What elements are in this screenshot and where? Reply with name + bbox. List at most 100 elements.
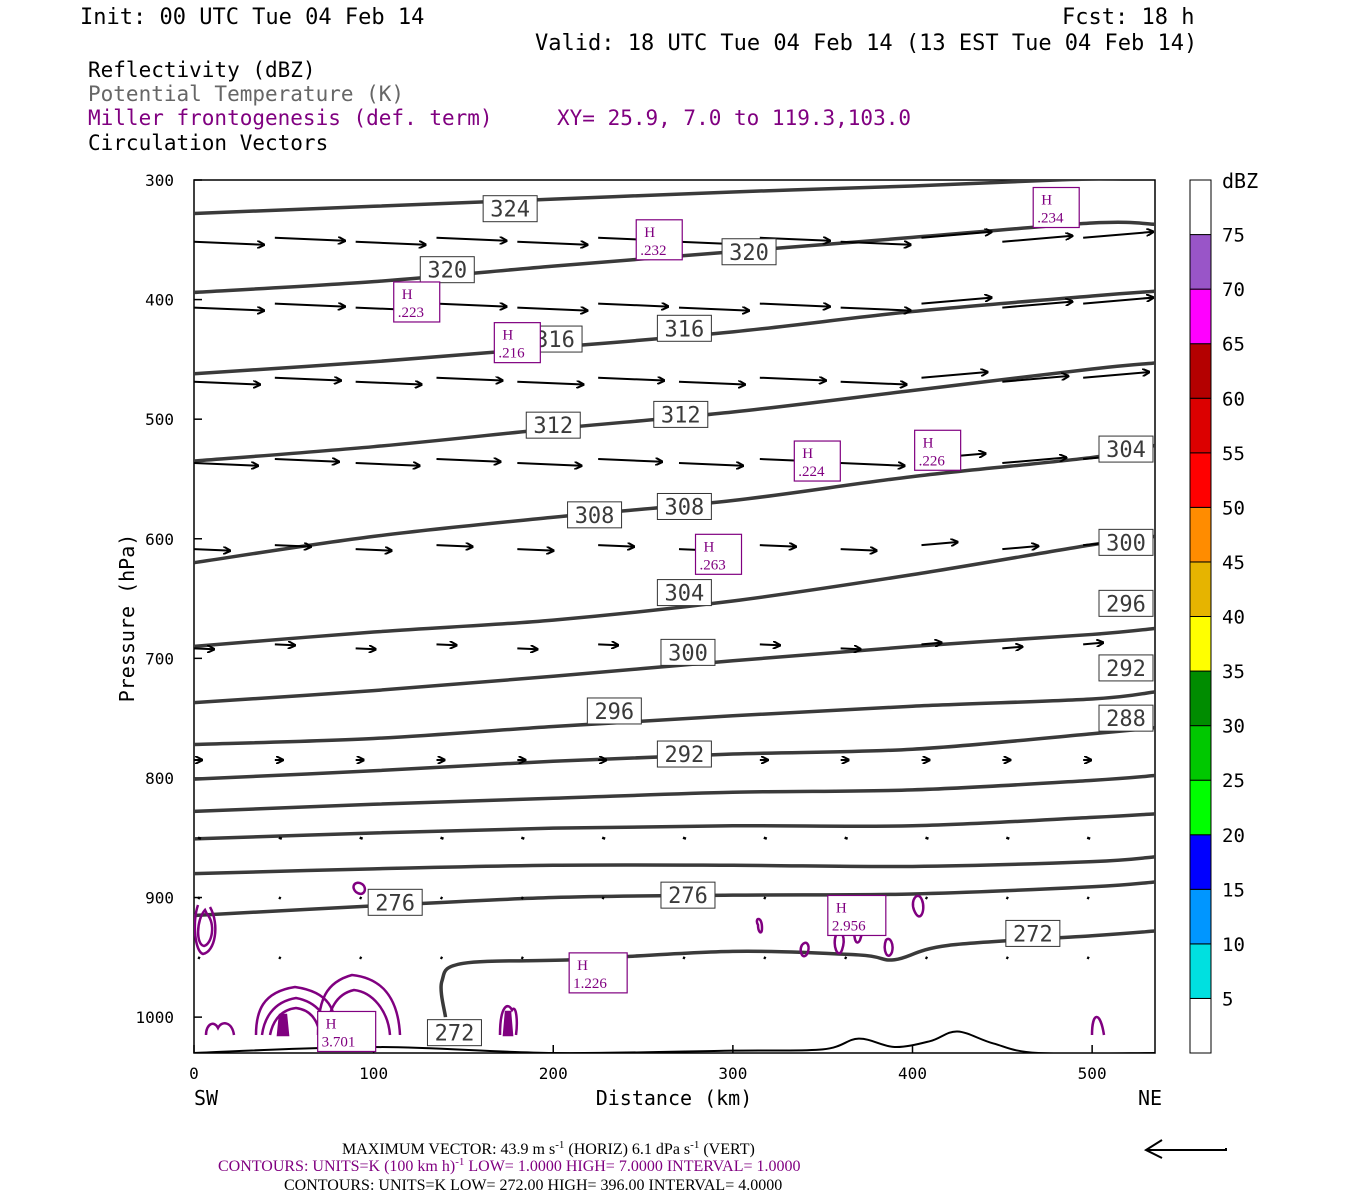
fronto-contour [498,1005,519,1036]
theta-label-box [656,579,712,607]
theta-label: 288 [1106,707,1146,732]
vector-arrow [1086,956,1090,960]
vector-arrow [517,308,587,311]
colorbar-swatch [1189,670,1212,727]
theta-contour [194,690,1155,747]
vector-arrow [517,382,583,385]
vector-arrow [840,549,877,551]
vector-arrow [1005,956,1009,960]
vector-arrow [1002,647,1022,649]
vector-arrow [359,896,363,900]
fronto-contour [316,973,402,1036]
theta-label-box [426,1019,482,1047]
vector-arrow [1002,458,1066,465]
frontogenesis-highs: H .232 H .234 H .223 H .216 H .224 H .226 H .263 H 2.95… [317,186,1080,1053]
y-axis: 300 400 500 600 700 800 900 1000 [135,171,202,1027]
y-tick-label: 900 [145,889,174,908]
colorbar-swatch [1189,234,1212,290]
vector-arrow [924,956,929,960]
vector-arrow [278,836,283,840]
theta-contour [194,855,1155,876]
vector-arrow [763,956,767,960]
theta-contour [194,1030,1155,1053]
theta-label: 272 [1013,922,1053,947]
x-tick-label: 0 [189,1064,199,1083]
theta-label: 300 [668,641,708,666]
y-tick-label: 500 [145,410,174,429]
high-box [493,322,541,364]
vector-arrow [840,648,861,649]
colorbar-label: 35 [1222,661,1245,683]
colorbar-swatch [1189,288,1212,345]
vector-arrow [194,463,258,466]
theta-label: 304 [1106,438,1146,463]
vector-arrow [1002,376,1068,383]
fronto-contour [196,907,214,948]
circulation-vectors [194,232,1153,960]
vector-arrow [197,956,201,960]
vector-arrow [436,545,472,547]
vector-arrow [194,549,230,551]
vector-arrow [921,372,987,379]
vector-arrow [278,896,282,900]
high-label: H [802,446,813,462]
fronto-contour [352,881,367,896]
vector-arrow [601,896,605,900]
high-value: .234 [1037,211,1064,227]
vector-arrow [1083,232,1153,239]
high-label: H [923,435,934,451]
colorbar-swatch [1189,616,1212,672]
vector-arrow [355,549,392,551]
colorbar-label: 75 [1222,225,1245,247]
high-value: .224 [798,464,825,480]
colorbar-label: 15 [1222,879,1245,901]
vector-arrow [759,545,796,547]
vector-arrow [601,836,606,840]
vector-arrow [439,956,444,960]
theta-label: 292 [1106,657,1146,682]
colorbar-swatch [1189,179,1212,236]
x-tick-label: 200 [539,1064,568,1083]
vector-arrow [274,238,345,241]
theta-label: 276 [668,884,708,909]
high-label: H [704,539,715,555]
valid-time: Valid: 18 UTC Tue 04 Feb 14 (13 EST Tue … [535,31,1197,56]
theta-label-box [721,238,777,266]
colorbar-label: 20 [1222,825,1245,847]
field-reflectivity: Reflectivity (dBZ) [88,58,316,82]
vector-arrow [1005,836,1010,840]
theta-label: 292 [665,743,705,768]
vector-arrow [355,242,426,245]
vector-arrow [759,378,826,381]
theta-label-box [1098,704,1154,732]
vector-arrow [921,298,991,305]
vector-arrow [436,304,506,307]
theta-label-box [1098,528,1154,556]
y-tick-label: 700 [145,649,174,668]
vector-arrow [1083,643,1103,645]
vector-arrow [194,308,264,311]
theta-label-box [660,638,716,666]
theta-label: 320 [729,241,769,266]
theta-label-box [525,411,581,439]
field-theta: Potential Temperature (K) [88,82,404,106]
y-tick-label: 800 [145,769,174,788]
vector-arrow [440,836,444,840]
high-value: .232 [640,243,666,259]
vector-arrow [355,463,420,466]
x-tick-label: 300 [718,1064,747,1083]
high-box [914,429,962,471]
colorbar-swatch [1189,943,1212,999]
vector-arrow [682,836,687,840]
vector-arrow [763,836,768,840]
high-value: .223 [398,305,424,321]
vector-arrow [678,463,743,466]
vector-arrow [274,378,341,381]
theta-label: 312 [533,414,573,439]
vector-arrow [517,463,581,466]
vector-arrow [598,304,668,307]
high-box [694,533,743,575]
colorbar-label: 45 [1222,552,1245,574]
vector-arrow [436,378,502,381]
fronto-contour [911,894,925,918]
